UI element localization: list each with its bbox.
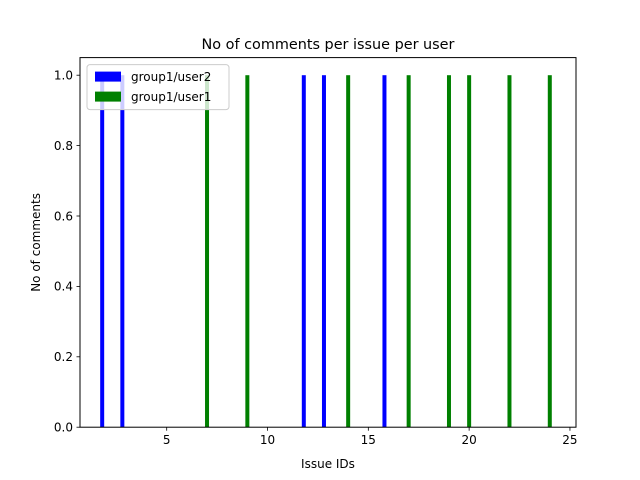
bar-series-1-6 (507, 75, 512, 428)
bar-series-0-2 (301, 75, 306, 428)
x-tick-label-1: 10 (260, 433, 275, 447)
legend-swatch-0 (95, 71, 121, 82)
bar-series-0-3 (321, 75, 326, 428)
bar-series-1-2 (346, 75, 351, 428)
bar-series-0-4 (382, 75, 387, 428)
bar-series-1-7 (547, 75, 552, 428)
bar-series-0-0 (100, 75, 105, 428)
y-tick-label-4: 0.8 (54, 139, 73, 153)
legend: group1/user2 group1/user1 (86, 64, 230, 111)
x-tick-label-2: 15 (361, 433, 376, 447)
x-axis-ticks: 5 10 15 20 25 (163, 427, 578, 447)
axes-frame (79, 57, 577, 428)
chart-title: No of comments per issue per user (202, 37, 455, 53)
bar-series-1-3 (406, 75, 411, 428)
x-tick-label-0: 5 (163, 433, 171, 447)
y-tick-label-5: 1.0 (54, 69, 73, 83)
x-tick-label-3: 20 (461, 433, 476, 447)
bar-series-1-5 (467, 75, 472, 428)
y-axis-label: No of comments (29, 193, 43, 292)
y-tick-label-3: 0.6 (54, 209, 73, 223)
bar-series-1-1 (245, 75, 250, 428)
legend-box (86, 64, 230, 111)
bar-series-0-1 (120, 75, 125, 428)
bar-series-1-4 (446, 75, 451, 428)
bar-series-1-0 (205, 75, 210, 428)
y-tick-label-1: 0.2 (54, 350, 73, 364)
y-axis-ticks: 0.0 0.2 0.4 0.6 0.8 1.0 (54, 69, 80, 435)
bars-group (100, 75, 552, 428)
legend-label-1: group1/user1 (131, 90, 211, 104)
y-tick-label-0: 0.0 (54, 421, 73, 435)
legend-label-0: group1/user2 (131, 70, 211, 84)
legend-swatch-1 (95, 91, 121, 102)
x-tick-label-4: 25 (562, 433, 577, 447)
y-tick-label-2: 0.4 (54, 280, 73, 294)
x-axis-label: Issue IDs (301, 457, 355, 471)
